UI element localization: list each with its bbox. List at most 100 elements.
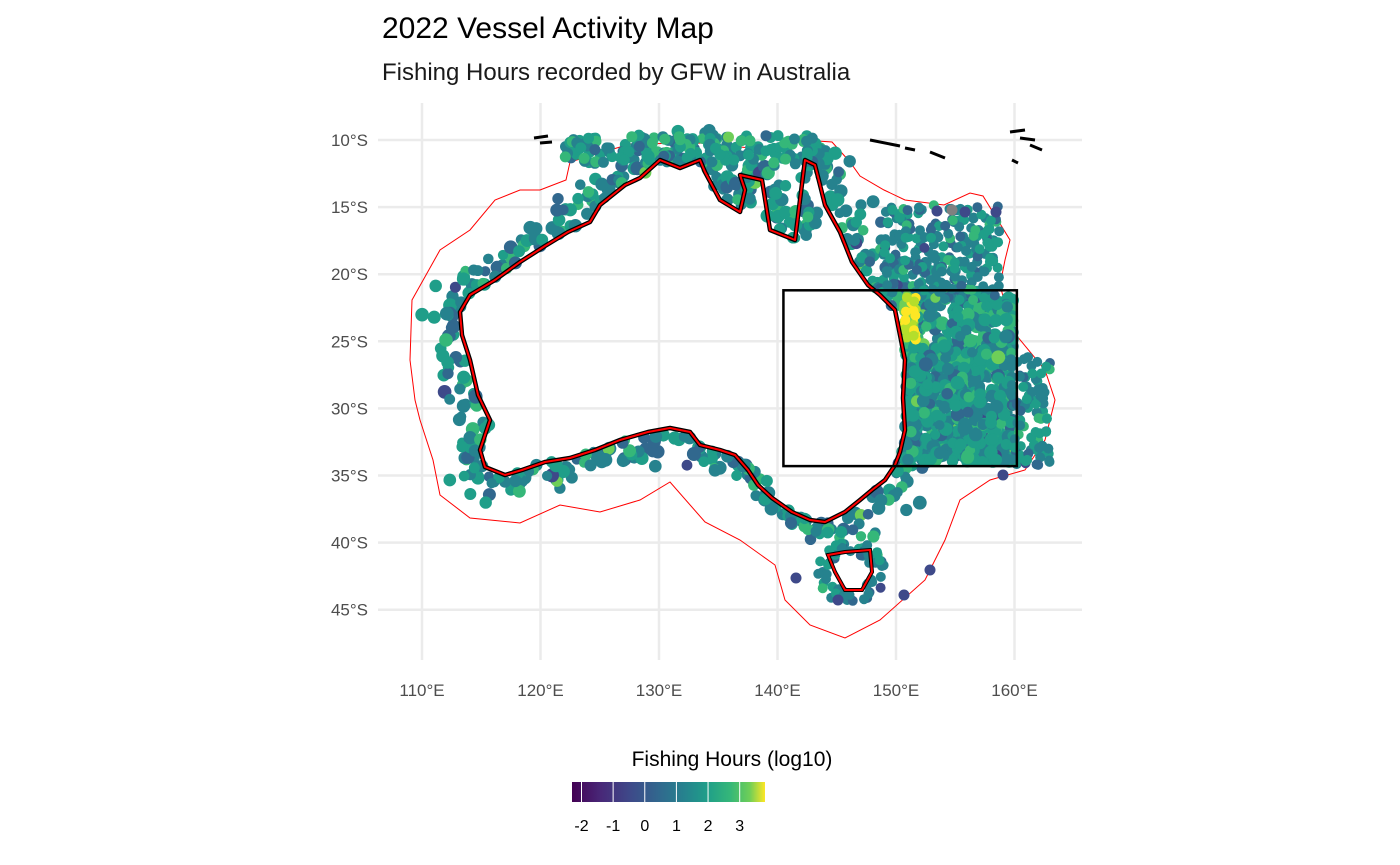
vessel-point [810,525,822,537]
vessel-point [935,316,950,331]
vessel-point [779,205,793,220]
vessel-point [735,135,747,147]
vessel-point [743,149,754,161]
vessel-point [938,400,951,413]
vessel-point [881,266,892,277]
vessel-point [1026,360,1037,371]
vessel-point [993,237,1004,248]
y-tick-label: 35°S [331,467,368,486]
vessel-point [995,418,1007,429]
vessel-point [968,295,979,305]
vessel-point [907,341,921,354]
vessel-point [930,429,941,440]
vessel-point [784,516,798,530]
vessel-point [934,420,945,431]
vessel-point [992,372,1005,384]
vessel-point [456,399,471,413]
vessel-point [780,153,792,165]
vessel-point [458,470,470,482]
vessel-point [833,166,845,178]
vessel-point [708,463,722,477]
vessel-point [1041,426,1052,437]
vessel-point [941,387,953,400]
vessel-point [899,324,910,335]
vessel-point [443,473,457,487]
vessel-point [1007,454,1017,465]
vessel-point [821,526,834,539]
vessel-point [959,206,971,218]
vessel-point [959,256,970,267]
vessel-point [863,589,874,599]
vessel-point [681,459,693,471]
y-tick-label: 30°S [331,399,368,418]
vessel-point [988,332,1000,344]
vessel-point [674,134,686,146]
vessel-point [589,144,601,156]
vessel-point [598,452,613,467]
vessel-point [993,280,1004,291]
vessel-point [969,427,983,442]
vessel-point [744,135,756,147]
vessel-point [947,215,958,226]
vessel-point [978,313,992,327]
legend-tick-label: 0 [640,818,649,835]
vessel-point [912,495,927,510]
vessel-point [523,220,538,235]
vessel-point [862,540,873,551]
x-tick-label: 120°E [517,681,564,700]
vessel-point [949,399,962,412]
vessel-point [991,350,1006,365]
vessel-point [626,131,638,143]
vessel-point [924,564,936,576]
vessel-point [497,249,509,261]
vessel-point [1034,442,1045,453]
vessel-point [943,228,954,239]
vessel-point [874,555,885,566]
vessel-point [603,142,615,154]
vessel-point [1006,390,1017,401]
vessel-point [686,447,701,461]
vessel-point [997,469,1009,481]
vessel-point [623,146,635,158]
vessel-point [957,422,972,436]
vessel-point [1018,381,1029,392]
vessel-point [843,155,856,168]
vessel-point [857,225,869,236]
vessel-point [1006,361,1017,372]
tasmania-red [826,548,874,591]
vessel-point [1027,387,1038,397]
vessel-point [972,202,983,213]
vessel-point [875,582,886,593]
vessel-point [968,230,979,241]
vessel-point [906,408,920,422]
vessel-point [966,261,977,272]
vessel-point [1027,368,1038,379]
legend-tick-label: -1 [606,818,620,835]
map-subtitle: Fishing Hours recorded by GFW in Austral… [382,59,851,86]
legend: Fishing Hours (log10) -2 -1 0 1 2 3 [572,748,832,835]
vessel-point [880,240,891,251]
vessel-point [1001,301,1013,313]
vessel-point [968,213,979,224]
vessel-point [855,531,867,542]
vessel-point [1041,413,1052,424]
vessel-point [961,245,971,256]
vessel-point [445,322,456,333]
vessel-point [908,365,922,378]
vessel-point [850,216,862,228]
vessel-point [900,232,911,243]
vessel-point [909,296,920,307]
vessel-point [1006,354,1016,365]
vessel-point [801,135,813,147]
vessel-point [646,445,659,458]
vessel-point [957,361,971,375]
vessel-point [887,235,898,246]
vessel-point [900,503,913,517]
x-tick-label: 130°E [636,681,683,700]
vessel-point [993,272,1004,283]
vessel-point [949,263,960,274]
vessel-point [536,233,549,246]
vessel-point [817,583,828,594]
x-tick-label: 150°E [873,681,920,700]
vessel-point [963,333,978,348]
